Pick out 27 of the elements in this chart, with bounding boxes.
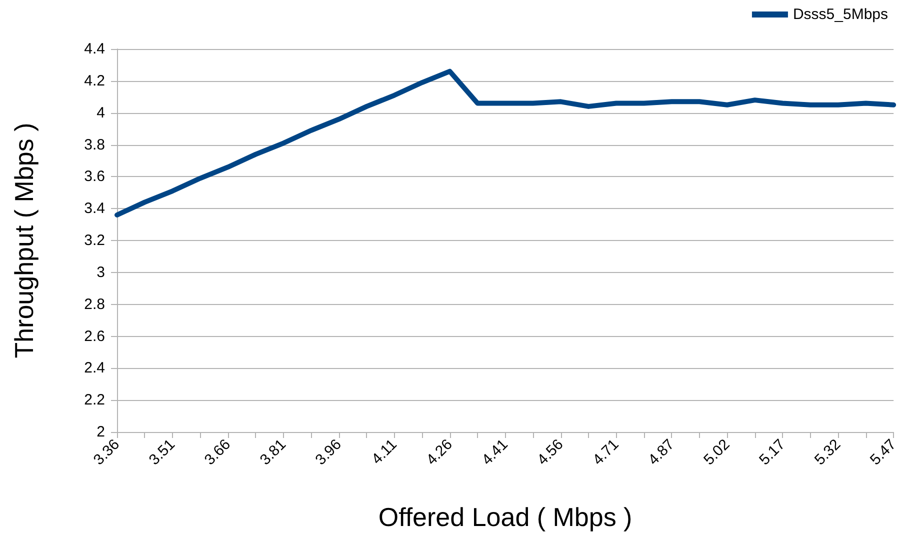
x-axis-title: Offered Load ( Mbps ) — [378, 502, 632, 532]
y-tick-label: 3.8 — [84, 136, 105, 154]
y-tick-label: 3.4 — [84, 200, 105, 218]
y-tick-label: 4.4 — [84, 40, 105, 58]
x-tick-label: 5.02 — [700, 436, 734, 469]
y-tick-label: 3.6 — [84, 168, 105, 186]
x-tick-label: 3.96 — [312, 436, 345, 469]
y-tick-label: 3.2 — [84, 232, 105, 249]
y-tick-label: 4.2 — [84, 72, 105, 90]
y-tick-label: 2.8 — [84, 296, 105, 313]
x-tick-label: 5.32 — [811, 436, 844, 469]
x-tick-label: 3.81 — [256, 436, 290, 469]
x-tick-label: 4.41 — [478, 436, 512, 469]
x-tick-label: 4.11 — [368, 436, 400, 468]
legend-label: Dsss5_5Mbps — [792, 6, 888, 23]
x-tick-label: 4.56 — [534, 436, 567, 469]
y-tick-label: 2.6 — [84, 328, 105, 345]
x-tick-label: 3.51 — [146, 436, 178, 469]
y-tick-label: 2.4 — [84, 360, 105, 377]
x-tick-label: 4.71 — [590, 436, 622, 469]
y-tick-label: 2.2 — [84, 392, 105, 409]
y-tick-label: 4 — [96, 104, 105, 122]
x-tick-label: 4.26 — [423, 436, 456, 469]
x-tick-label: 3.66 — [201, 436, 234, 469]
x-tick-label: 4.87 — [645, 436, 678, 469]
y-axis-title: Throughput ( Mbps ) — [9, 122, 39, 358]
y-tick-label: 3 — [96, 264, 105, 281]
